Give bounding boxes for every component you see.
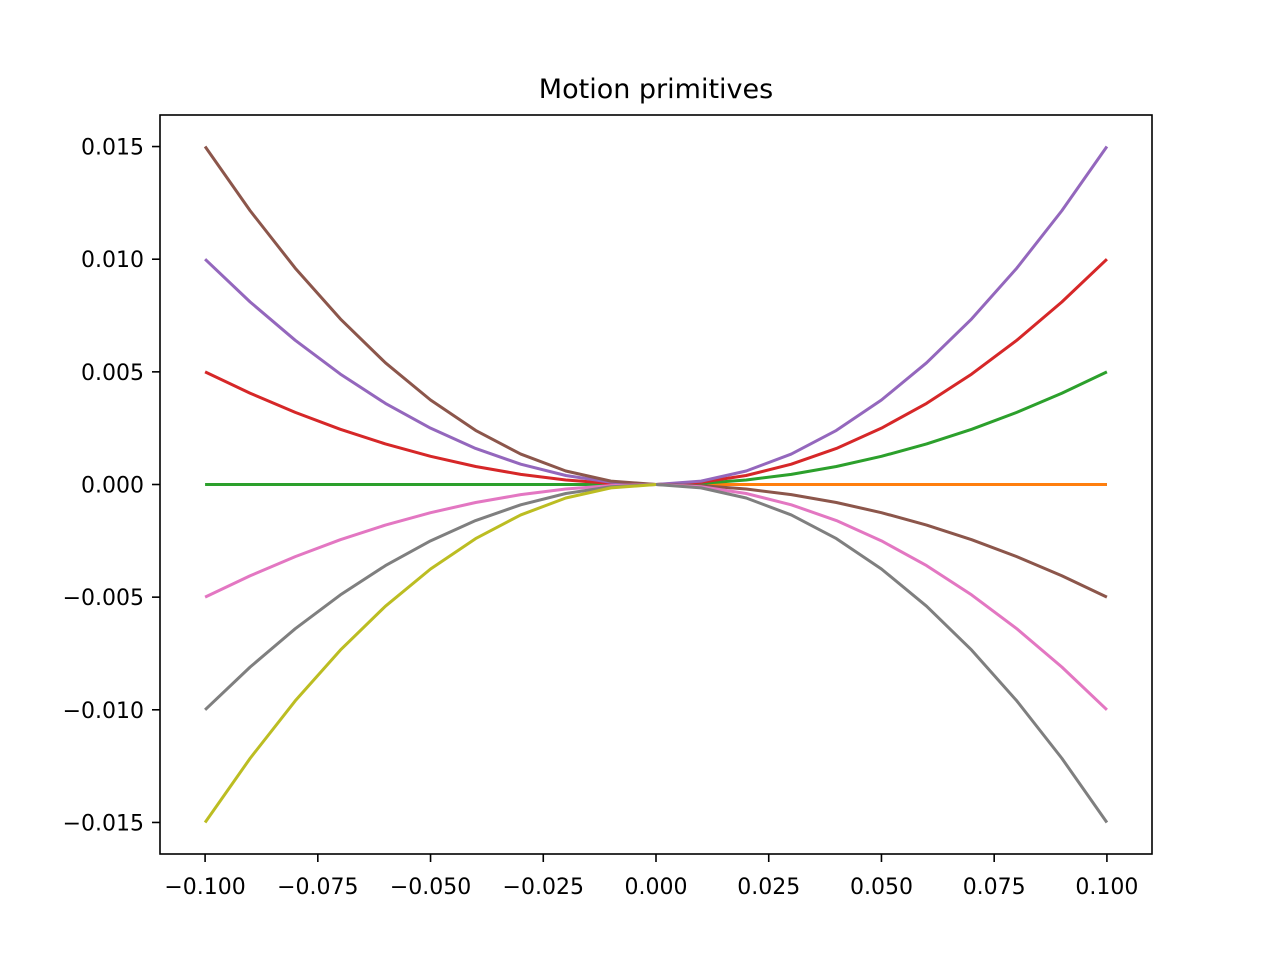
y-tick-label: −0.005 [63,586,144,611]
series-line-8 [655,483,1109,824]
series-line-3 [655,370,1108,486]
series-line-7 [655,483,1108,711]
series-line-12 [203,145,657,486]
y-tick-label: 0.005 [81,361,144,386]
series-line-14 [204,483,657,711]
chart-title: Motion primitives [539,74,773,105]
x-tick-label: 0.000 [625,875,688,900]
y-tick-label: −0.015 [63,811,144,836]
x-tick-label: −0.050 [390,875,471,900]
series-line-13 [204,483,657,599]
series-line-15 [203,483,657,824]
series-line-5 [655,145,1109,486]
x-tick-label: −0.075 [277,875,358,900]
y-tick-label: 0.015 [81,136,144,161]
series-line-6 [655,483,1108,599]
y-axis: −0.015 −0.010 −0.005 0.000 0.005 0.010 0.015 [63,136,160,836]
x-axis: −0.100 −0.075 −0.050 −0.025 0.000 0.025 0.050 0… [164,854,1138,900]
x-tick-label: 0.050 [850,875,913,900]
x-tick-label: 0.025 [737,875,800,900]
x-tick-label: −0.100 [164,875,245,900]
y-tick-label: 0.010 [81,248,144,273]
series-layer [203,145,1109,824]
series-line-4 [655,258,1108,486]
x-tick-label: 0.100 [1075,875,1138,900]
series-line-10 [204,370,657,486]
y-tick-label: −0.010 [63,699,144,724]
x-tick-label: −0.025 [503,875,584,900]
y-tick-label: 0.000 [81,474,144,499]
x-tick-label: 0.075 [963,875,1026,900]
series-line-11 [204,258,657,486]
